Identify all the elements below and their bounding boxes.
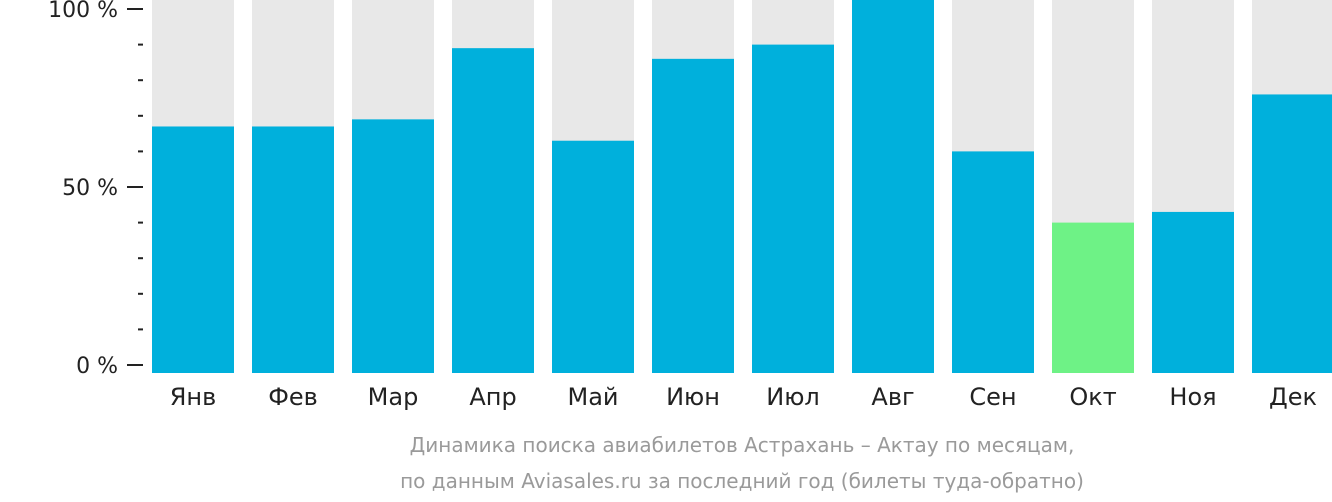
bar-5 bbox=[552, 140, 634, 373]
bar-10 bbox=[1052, 222, 1134, 373]
x-tick-label: Авг bbox=[871, 383, 914, 411]
x-tick-label: Мар bbox=[368, 383, 419, 411]
x-tick-label: Дек bbox=[1269, 383, 1317, 411]
y-tick-label: 0 % bbox=[76, 354, 118, 379]
x-tick-label: Фев bbox=[268, 383, 318, 411]
bar-2 bbox=[252, 126, 334, 373]
x-tick-label: Июл bbox=[766, 383, 820, 411]
y-axis: 0 % 50 % 100 % bbox=[48, 0, 143, 379]
x-axis-labels: Янв Фев Мар Апр Май Июн Июл Авг Сен Окт Ноя Дек bbox=[170, 383, 1317, 411]
y-tick-label: 100 % bbox=[48, 0, 118, 23]
y-tick-label: 50 % bbox=[62, 176, 118, 201]
bar-8 bbox=[852, 0, 934, 373]
bar-11 bbox=[1152, 211, 1234, 373]
bar-6 bbox=[652, 58, 734, 374]
bar-12 bbox=[1252, 94, 1332, 373]
x-tick-label: Окт bbox=[1069, 383, 1116, 411]
bar-3 bbox=[352, 119, 434, 373]
x-tick-label: Июн bbox=[666, 383, 720, 411]
bar-7 bbox=[752, 44, 834, 373]
x-tick-label: Апр bbox=[469, 383, 516, 411]
chart-caption-line-2: по данным Aviasales.ru за последний год … bbox=[400, 469, 1084, 493]
bar-4 bbox=[452, 48, 534, 373]
x-tick-label: Ноя bbox=[1169, 383, 1216, 411]
x-tick-label: Сен bbox=[969, 383, 1016, 411]
data-bars bbox=[152, 0, 1332, 374]
bar-9 bbox=[952, 151, 1034, 373]
bar-1 bbox=[152, 126, 234, 373]
x-tick-label: Май bbox=[567, 383, 618, 411]
x-tick-label: Янв bbox=[170, 383, 217, 411]
chart-caption-line-1: Динамика поиска авиабилетов Астрахань – … bbox=[410, 433, 1075, 457]
